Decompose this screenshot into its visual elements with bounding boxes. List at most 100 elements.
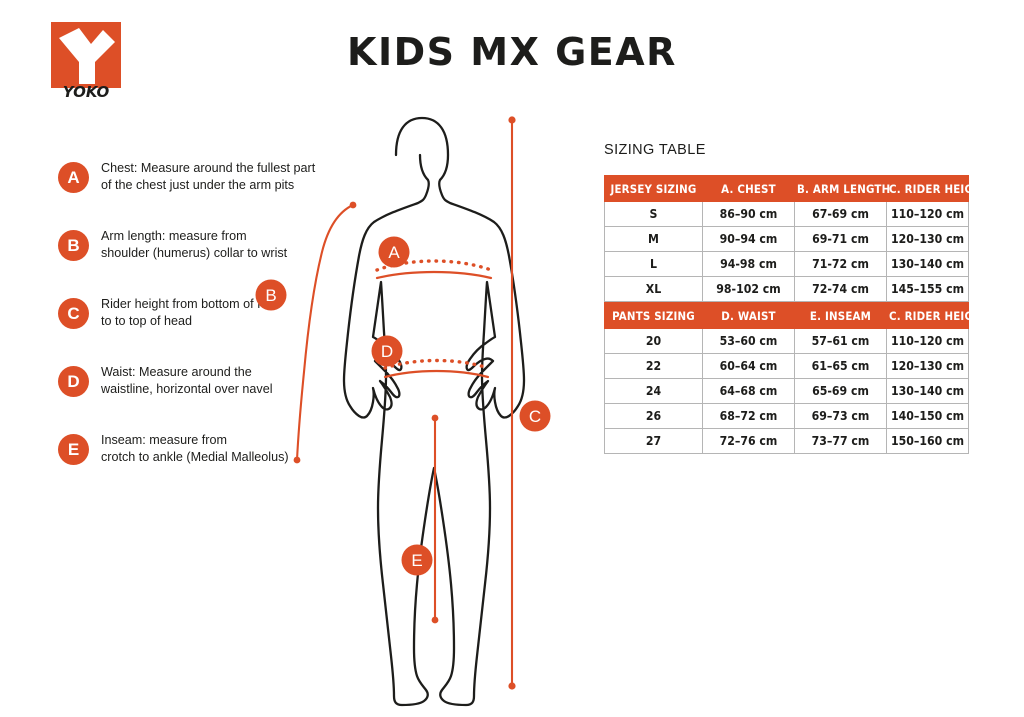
pants-header-waist: D. WAIST xyxy=(702,302,795,329)
pants-sizing-table: PANTS SIZING D. WAIST E. INSEAM C. RIDER… xyxy=(604,302,989,454)
legend-text-d: Waist: Measure around the waistline, hor… xyxy=(101,365,273,396)
pants-header-height: C. RIDER HEIGHT xyxy=(886,302,989,329)
jersey-header-height: C. RIDER HEIGHT xyxy=(886,175,989,202)
cell-inseam: 69–73 cm xyxy=(794,403,887,429)
cell-waist: 68–72 cm xyxy=(702,403,795,429)
cell-chest: 90–94 cm xyxy=(702,226,795,252)
inseam-end-dot xyxy=(431,616,439,624)
arm-measure-path xyxy=(295,203,355,462)
cell-arm: 72-74 cm xyxy=(794,276,887,302)
pants-header-size: PANTS SIZING xyxy=(604,302,703,329)
cell-inseam: 61–65 cm xyxy=(794,353,887,379)
cell-size: 20 xyxy=(604,328,703,354)
table-row: 27 72–76 cm 73–77 cm 150–160 cm xyxy=(604,428,969,454)
legend-item-b: B Arm length: measure from shoulder (hum… xyxy=(58,228,318,280)
legend-text-e: Inseam: measure from crotch to ankle (Me… xyxy=(101,433,289,464)
pants-header-inseam: E. INSEAM xyxy=(794,302,887,329)
cell-height: 130–140 cm xyxy=(886,378,969,404)
jersey-header-arm: B. ARM LENGTH xyxy=(794,175,890,202)
cell-chest: 86–90 cm xyxy=(702,201,795,227)
rider-height-measure-line xyxy=(508,116,516,690)
figure-marker-e: E xyxy=(401,544,433,576)
figure-marker-b: B xyxy=(255,279,287,311)
legend-text-b: Arm length: measure from shoulder (humer… xyxy=(101,229,288,260)
legend-badge-b: B xyxy=(58,230,89,261)
chest-solid-line xyxy=(375,270,493,280)
legend-text-a: Chest: Measure around the fullest part o… xyxy=(101,161,316,192)
legend-text-c: Rider height from bottom of feet to to t… xyxy=(101,297,278,328)
table-row: XL 98-102 cm 72-74 cm 145–155 cm xyxy=(604,276,969,302)
cell-arm: 71-72 cm xyxy=(794,251,887,277)
table-row: S 86–90 cm 67-69 cm 110–120 cm xyxy=(604,201,969,227)
body-figure: A D B C E xyxy=(250,100,580,717)
pants-header-row: PANTS SIZING D. WAIST E. INSEAM C. RIDER… xyxy=(604,302,989,329)
cell-height: 150–160 cm xyxy=(886,428,969,454)
arm-measure-start-dot xyxy=(349,201,357,209)
cell-arm: 69-71 cm xyxy=(794,226,887,252)
figure-marker-b-label: B xyxy=(265,286,276,305)
legend-badge-d: D xyxy=(58,366,89,397)
cell-waist: 53–60 cm xyxy=(702,328,795,354)
cell-waist: 64–68 cm xyxy=(702,378,795,404)
sizing-table-label: SIZING TABLE xyxy=(604,142,706,158)
chest-dotted-arc xyxy=(375,259,493,272)
cell-size: 26 xyxy=(604,403,703,429)
legend-item-e: E Inseam: measure from crotch to ankle (… xyxy=(58,432,318,484)
measurement-legend: A Chest: Measure around the fullest part… xyxy=(58,160,318,500)
arm-length-measure-line xyxy=(293,201,357,464)
figure-marker-c: C xyxy=(519,400,551,432)
cell-inseam: 57–61 cm xyxy=(794,328,887,354)
cell-height: 110–120 cm xyxy=(886,328,969,354)
cell-chest: 98-102 cm xyxy=(702,276,795,302)
figure-marker-a-label: A xyxy=(388,243,400,262)
cell-inseam: 65-69 cm xyxy=(794,378,887,404)
logo-y-glyph xyxy=(59,28,115,84)
figure-marker-e-label: E xyxy=(411,551,422,570)
cell-waist: 72–76 cm xyxy=(702,428,795,454)
legend-item-c: C Rider height from bottom of feet to to… xyxy=(58,296,318,348)
cell-height: 140–150 cm xyxy=(886,403,969,429)
figure-marker-a: A xyxy=(378,236,410,268)
figure-marker-d-label: D xyxy=(381,342,393,361)
table-row: 26 68–72 cm 69–73 cm 140–150 cm xyxy=(604,403,969,429)
cell-height: 120–130 cm xyxy=(886,353,969,379)
table-row: 20 53–60 cm 57–61 cm 110–120 cm xyxy=(604,328,969,354)
jersey-header-size: JERSEY SIZING xyxy=(604,175,703,202)
jersey-header-chest: A. CHEST xyxy=(702,175,795,202)
figure-marker-d: D xyxy=(371,335,403,367)
cell-height: 130–140 cm xyxy=(886,251,969,277)
cell-inseam: 73–77 cm xyxy=(794,428,887,454)
human-silhouette-outline xyxy=(342,116,526,707)
waist-dotted-arc xyxy=(383,358,490,370)
legend-badge-e: E xyxy=(58,434,89,465)
jersey-header-row: JERSEY SIZING A. CHEST B. ARM LENGTH C. … xyxy=(604,175,989,202)
cell-size: M xyxy=(604,226,703,252)
legend-item-a: A Chest: Measure around the fullest part… xyxy=(58,160,318,212)
cell-size: 22 xyxy=(604,353,703,379)
cell-size: S xyxy=(604,201,703,227)
cell-size: 27 xyxy=(604,428,703,454)
sizing-table-block: SIZING TABLE JERSEY SIZING A. CHEST B. A… xyxy=(604,142,989,454)
cell-height: 145–155 cm xyxy=(886,276,969,302)
table-row: M 90–94 cm 69-71 cm 120–130 cm xyxy=(604,226,969,252)
rider-height-top-dot xyxy=(508,116,516,124)
cell-size: XL xyxy=(604,276,703,302)
waist-measure-lines xyxy=(383,358,490,379)
cell-waist: 60–64 cm xyxy=(702,353,795,379)
table-row: 22 60–64 cm 61–65 cm 120–130 cm xyxy=(604,353,969,379)
silhouette-path xyxy=(342,116,526,707)
cell-height: 110–120 cm xyxy=(886,201,969,227)
legend-item-d: D Waist: Measure around the waistline, h… xyxy=(58,364,318,416)
arm-measure-end-dot xyxy=(293,456,301,464)
cell-size: 24 xyxy=(604,378,703,404)
table-row: L 94-98 cm 71-72 cm 130–140 cm xyxy=(604,251,969,277)
cell-size: L xyxy=(604,251,703,277)
cell-chest: 94-98 cm xyxy=(702,251,795,277)
cell-height: 120–130 cm xyxy=(886,226,969,252)
legend-badge-c: C xyxy=(58,298,89,329)
yoko-logo: YOKO xyxy=(45,22,127,102)
waist-solid-line xyxy=(383,369,490,379)
chest-measure-lines xyxy=(375,259,493,280)
legend-badge-a: A xyxy=(58,162,89,193)
table-row: 24 64–68 cm 65-69 cm 130–140 cm xyxy=(604,378,969,404)
